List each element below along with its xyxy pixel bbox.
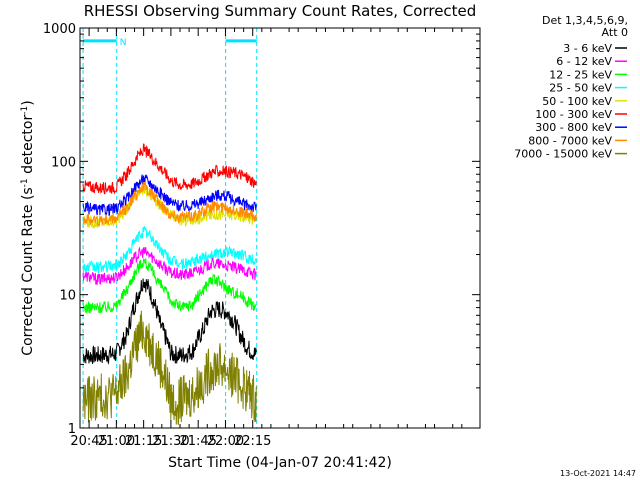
x-tick-label: 21:15 [125,434,162,449]
x-tick-label: 21:45 [179,434,216,449]
legend-label: 12 - 25 keV [549,68,612,81]
series-line [82,225,257,274]
legend-header-line2: Att 0 [602,26,628,39]
legend-label: 3 - 6 keV [563,42,612,55]
y-tick-label: 1 [68,422,76,437]
night-markers: N [82,28,258,428]
series-line [82,173,257,217]
y-tick-label: 1000 [43,22,76,37]
legend-label: 6 - 12 keV [556,55,612,68]
legend-label: 100 - 300 keV [535,108,612,121]
chart-title: RHESSI Observing Summary Count Rates, Co… [84,2,477,20]
y-tick-label: 100 [51,155,76,170]
legend-label: 800 - 7000 keV [528,134,612,147]
y-axis-label: Corrected Count Rate (s-1 detector-1) [20,100,36,355]
y-axis-label-sup1: -1 [20,178,30,187]
y-axis: 1 10 100 1000 [43,22,480,437]
plot-frame [79,27,481,429]
series-line [82,246,257,286]
x-tick-label: 21:30 [152,434,189,449]
x-axis-label: Start Time (04-Jan-07 20:41:42) [168,455,392,471]
y-tick-label: 10 [59,289,76,304]
y-axis-label-mid: detector [20,115,36,179]
legend-label: 300 - 800 keV [535,121,612,134]
legend-header-line1: Det 1,3,4,5,6,9, [542,14,628,27]
x-tick-label: 21:00 [98,434,135,449]
series-line [82,181,257,227]
x-tick-label: 22:00 [207,434,244,449]
y-axis-label-main: Corrected Count Rate (s [20,187,36,355]
x-tick-label: 20:45 [70,434,107,449]
legend-label: 50 - 100 keV [542,95,612,108]
flag-label: N [120,38,127,48]
series-line [82,310,257,425]
series-line [82,278,257,365]
series-line [82,258,257,314]
footer-timestamp: 13-Oct-2021 14:47 [560,469,636,478]
series-line [82,143,257,195]
legend-label: 7000 - 15000 keV [514,148,612,161]
x-tick-label: 22:15 [234,434,271,449]
legend-label: 25 - 50 keV [549,82,612,95]
y-axis-label-end: ) [20,100,36,105]
y-axis-label-sup2: -1 [20,106,30,115]
series-layer [82,143,257,425]
